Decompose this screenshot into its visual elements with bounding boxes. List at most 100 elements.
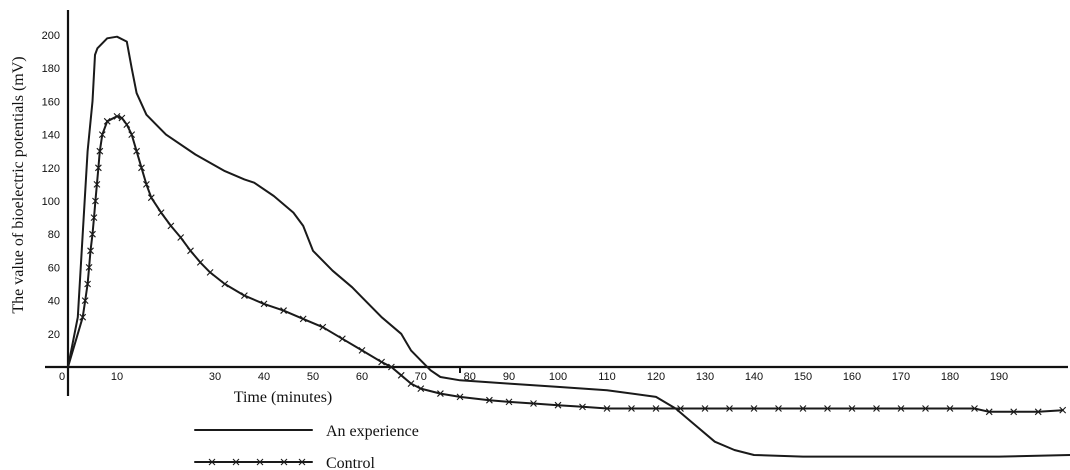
series-marker-x — [79, 313, 87, 321]
x-tick-label: 0 — [59, 371, 65, 383]
y-tick-label: 20 — [48, 329, 60, 341]
y-tick-label: 200 — [42, 30, 60, 42]
series-marker-x — [701, 405, 709, 412]
series-marker-x — [971, 405, 978, 412]
series-marker-x — [87, 247, 94, 255]
series-marker-x — [750, 405, 758, 412]
series-marker-x — [221, 280, 229, 288]
series-marker-x — [1034, 408, 1042, 416]
series-marker-x — [652, 405, 660, 412]
x-tick-label: 140 — [745, 371, 763, 383]
series-marker-x — [579, 403, 586, 411]
x-tick-label: 160 — [843, 371, 861, 383]
series-marker-x — [677, 405, 684, 412]
series-marker-x — [94, 164, 102, 172]
series-marker-x — [157, 209, 165, 217]
series-marker-x — [187, 247, 194, 255]
series-marker-x — [167, 222, 175, 230]
legend-label-experience: An experience — [326, 423, 419, 440]
series-marker-x — [486, 396, 493, 404]
series-marker-x — [96, 147, 104, 155]
series-marker-x — [603, 405, 611, 412]
x-tick-labels: 0 10 30 40 50 60 70 80 90 100 110 120 130 140 150 160 17… — [59, 367, 1008, 383]
series-marker-x — [873, 405, 880, 412]
y-tick-label: 140 — [42, 130, 60, 142]
x-tick-label: 100 — [549, 371, 567, 383]
series-marker-x — [530, 400, 537, 407]
series-marker-x — [824, 405, 831, 412]
series-marker-x — [138, 164, 145, 172]
series-marker-x — [143, 181, 150, 188]
series-marker-x — [437, 390, 444, 397]
series-marker-x — [799, 405, 807, 412]
series-marker-x — [118, 114, 126, 122]
y-tick-label: 60 — [48, 262, 60, 274]
series-marker-x — [505, 398, 513, 406]
x-tick-label: 30 — [209, 371, 221, 383]
series-marker-x — [378, 358, 385, 366]
series-marker-x — [897, 405, 905, 412]
x-tick-label: 130 — [696, 371, 714, 383]
series-marker-x — [726, 405, 733, 412]
series-marker-x — [339, 335, 346, 343]
series-marker-x — [1059, 406, 1067, 414]
series-marker-x — [133, 147, 140, 155]
series-layer — [67, 35, 1070, 458]
series-marker-x — [985, 408, 993, 416]
series-marker-x — [397, 371, 405, 379]
series-marker-x — [232, 458, 240, 466]
series-marker-x — [208, 458, 216, 466]
x-tick-label: 170 — [892, 371, 910, 383]
y-tick-label: 80 — [48, 229, 60, 241]
x-tick-label: 50 — [307, 371, 319, 383]
x-tick-label: 190 — [990, 371, 1008, 383]
series-marker-x — [206, 268, 214, 276]
x-tick-label: 150 — [794, 371, 812, 383]
y-tick-labels: 20 40 60 80 100 120 140 160 180 200 — [42, 30, 60, 341]
series-marker-x — [417, 385, 425, 392]
y-tick-label: 100 — [42, 196, 60, 208]
x-axis-title: Time (minutes) — [234, 389, 333, 406]
series-marker-x — [256, 458, 264, 466]
x-tick-label: 10 — [111, 371, 123, 383]
series-marker-x — [319, 323, 327, 331]
series-marker-x — [93, 181, 101, 188]
series-marker-x — [298, 458, 306, 466]
y-tick-label: 120 — [42, 163, 60, 175]
legend-markers-control — [208, 458, 306, 466]
series-marker-x — [456, 393, 464, 401]
series-marker-x — [177, 234, 185, 241]
series-marker-x — [81, 297, 89, 304]
series-line-experience — [67, 35, 1070, 458]
legend: An experience Control — [194, 423, 419, 470]
x-tick-label: 70 — [415, 371, 427, 383]
x-tick-label: 90 — [503, 371, 515, 383]
series-marker-x — [1010, 408, 1018, 416]
x-tick-label: 40 — [258, 371, 270, 383]
series-marker-x — [123, 121, 131, 129]
series-marker-x — [85, 264, 93, 271]
series-marker-x — [260, 300, 268, 308]
y-tick-label: 180 — [42, 63, 60, 75]
series-marker-x — [388, 363, 395, 371]
x-tick-label: 120 — [647, 371, 665, 383]
series-marker-x — [280, 458, 288, 466]
series-marker-x — [241, 292, 248, 300]
series-marker-x — [90, 214, 98, 221]
series-marker-x — [299, 315, 307, 323]
series-marker-x — [89, 230, 96, 238]
series-marker-x — [407, 380, 415, 387]
series-marker-x — [103, 117, 111, 125]
series-marker-x — [147, 194, 155, 202]
x-tick-label: 110 — [598, 371, 616, 383]
series-marker-x — [922, 405, 929, 412]
y-axis-title: The value of bioelectric potentials (mV) — [10, 56, 27, 313]
x-tick-label: 180 — [941, 371, 959, 383]
series-marker-x — [128, 131, 136, 138]
series-marker-x — [775, 405, 782, 412]
series-marker-x — [113, 112, 121, 120]
series-marker-x — [628, 405, 635, 412]
y-tick-label: 160 — [42, 96, 60, 108]
series-marker-x — [848, 405, 856, 412]
